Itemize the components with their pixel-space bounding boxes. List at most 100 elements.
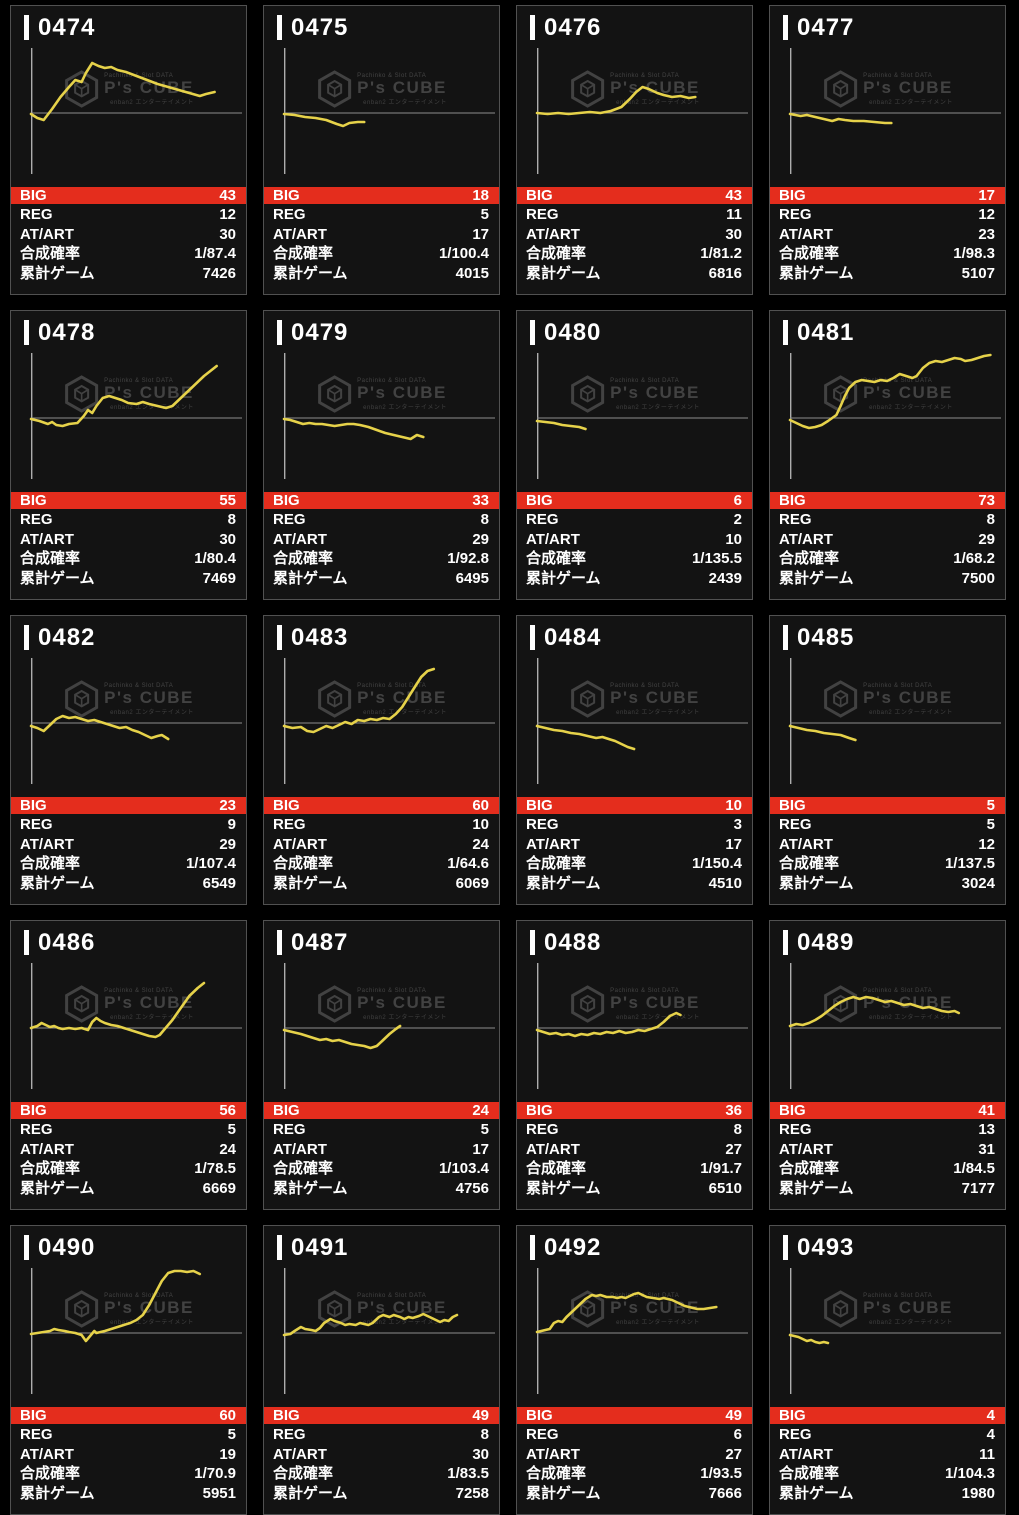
watermark: Pachinko & Slot DATA P's CUBE enban2 エンタ… xyxy=(569,985,700,1023)
ps-cube-logo-icon xyxy=(570,985,604,1023)
stat-row-big: BIG 17 xyxy=(770,187,1005,204)
machine-number: 0481 xyxy=(797,319,855,346)
games-value: 7258 xyxy=(455,1484,489,1502)
rate-label: 合成確率 xyxy=(273,550,334,568)
games-value: 6510 xyxy=(708,1179,742,1197)
games-label: 累計ゲーム xyxy=(779,874,854,892)
machine-panel[interactable]: 0490 Pachinko & Slot DATA P's CUBE enban… xyxy=(10,1225,247,1515)
big-label: BIG xyxy=(20,797,47,814)
games-value: 7666 xyxy=(708,1484,742,1502)
machine-panel[interactable]: 0493 Pachinko & Slot DATA P's CUBE enban… xyxy=(769,1225,1006,1515)
reg-label: REG xyxy=(20,206,53,224)
rate-label: 合成確率 xyxy=(273,1465,334,1483)
machine-panel[interactable]: 0488 Pachinko & Slot DATA P's CUBE enban… xyxy=(516,920,753,1210)
slump-graph xyxy=(282,658,495,784)
games-value: 7500 xyxy=(961,569,995,587)
reg-label: REG xyxy=(526,511,559,529)
panel-header: 0474 xyxy=(24,15,95,40)
ps-cube-logo-icon xyxy=(823,70,857,108)
machine-panel[interactable]: 0481 Pachinko & Slot DATA P's CUBE enban… xyxy=(769,310,1006,600)
reg-value: 9 xyxy=(227,816,236,834)
stat-row-games: 累計ゲーム 1980 xyxy=(770,1485,1005,1502)
stat-row-reg: REG 2 xyxy=(517,511,752,528)
machine-number: 0493 xyxy=(797,1234,855,1261)
watermark-bottom-text: enban2 エンターテイメント xyxy=(616,709,700,716)
stat-row-rate: 合成確率 1/92.8 xyxy=(264,550,499,567)
stat-row-big: BIG 49 xyxy=(517,1407,752,1424)
stats-table: BIG 23 REG 9 AT/ART 29 合成確率 1/107.4 累計ゲー… xyxy=(11,797,246,894)
atart-label: AT/ART xyxy=(526,1445,580,1463)
stat-row-reg: REG 9 xyxy=(11,816,246,833)
reg-label: REG xyxy=(273,511,306,529)
machine-number: 0489 xyxy=(797,929,855,956)
stat-row-reg: REG 13 xyxy=(770,1121,1005,1138)
games-label: 累計ゲーム xyxy=(20,1179,95,1197)
ps-cube-logo-icon xyxy=(570,375,604,413)
machine-panel[interactable]: 0485 Pachinko & Slot DATA P's CUBE enban… xyxy=(769,615,1006,905)
reg-label: REG xyxy=(20,511,53,529)
watermark-bottom-text: enban2 エンターテイメント xyxy=(363,1319,447,1326)
machine-panel[interactable]: 0492 Pachinko & Slot DATA P's CUBE enban… xyxy=(516,1225,753,1515)
ps-cube-logo-icon xyxy=(570,70,604,108)
watermark: Pachinko & Slot DATA P's CUBE enban2 エンタ… xyxy=(63,985,194,1023)
machine-panel[interactable]: 0487 Pachinko & Slot DATA P's CUBE enban… xyxy=(263,920,500,1210)
stats-table: BIG 60 REG 10 AT/ART 24 合成確率 1/64.6 累計ゲー… xyxy=(264,797,499,894)
atart-label: AT/ART xyxy=(779,530,833,548)
watermark-brand: P's CUBE xyxy=(863,1297,953,1317)
games-label: 累計ゲーム xyxy=(779,1179,854,1197)
games-value: 5107 xyxy=(961,264,995,282)
machine-panel[interactable]: 0489 Pachinko & Slot DATA P's CUBE enban… xyxy=(769,920,1006,1210)
watermark: Pachinko & Slot DATA P's CUBE enban2 エンタ… xyxy=(822,70,953,108)
payout-curve xyxy=(788,724,857,742)
atart-value: 17 xyxy=(725,835,742,853)
stats-table: BIG 33 REG 8 AT/ART 29 合成確率 1/92.8 累計ゲーム… xyxy=(264,492,499,589)
machine-panel[interactable]: 0474 Pachinko & Slot DATA P's CUBE enban… xyxy=(10,5,247,295)
machine-panel[interactable]: 0478 Pachinko & Slot DATA P's CUBE enban… xyxy=(10,310,247,600)
games-value: 4756 xyxy=(455,1179,489,1197)
machine-panel[interactable]: 0483 Pachinko & Slot DATA P's CUBE enban… xyxy=(263,615,500,905)
header-bar-icon xyxy=(530,625,535,650)
stat-row-big: BIG 60 xyxy=(11,1407,246,1424)
machine-panel[interactable]: 0476 Pachinko & Slot DATA P's CUBE enban… xyxy=(516,5,753,295)
machine-panel[interactable]: 0479 Pachinko & Slot DATA P's CUBE enban… xyxy=(263,310,500,600)
big-label: BIG xyxy=(526,1102,553,1119)
machine-panel[interactable]: 0475 Pachinko & Slot DATA P's CUBE enban… xyxy=(263,5,500,295)
slump-graph xyxy=(535,963,748,1089)
machine-panel[interactable]: 0486 Pachinko & Slot DATA P's CUBE enban… xyxy=(10,920,247,1210)
machine-panel[interactable]: 0484 Pachinko & Slot DATA P's CUBE enban… xyxy=(516,615,753,905)
stat-row-games: 累計ゲーム 6669 xyxy=(11,1180,246,1197)
machine-number: 0487 xyxy=(291,929,349,956)
stat-row-reg: REG 5 xyxy=(264,1121,499,1138)
reg-label: REG xyxy=(273,816,306,834)
machine-panel[interactable]: 0491 Pachinko & Slot DATA P's CUBE enban… xyxy=(263,1225,500,1515)
rate-value: 1/91.7 xyxy=(700,1160,742,1178)
payout-curve xyxy=(535,1011,682,1038)
stats-table: BIG 17 REG 12 AT/ART 23 合成確率 1/98.3 累計ゲー… xyxy=(770,187,1005,284)
stat-row-reg: REG 10 xyxy=(264,816,499,833)
payout-curve xyxy=(29,714,170,741)
big-value: 55 xyxy=(219,492,236,509)
stats-table: BIG 49 REG 6 AT/ART 27 合成確率 1/93.5 累計ゲーム… xyxy=(517,1407,752,1504)
machine-panel[interactable]: 0477 Pachinko & Slot DATA P's CUBE enban… xyxy=(769,5,1006,295)
payout-curve xyxy=(29,981,206,1039)
games-value: 6495 xyxy=(455,569,489,587)
machine-panel[interactable]: 0480 Pachinko & Slot DATA P's CUBE enban… xyxy=(516,310,753,600)
big-label: BIG xyxy=(273,797,300,814)
atart-value: 29 xyxy=(472,530,489,548)
reg-label: REG xyxy=(273,1121,306,1139)
slump-graph xyxy=(535,1268,748,1394)
watermark-top-text: Pachinko & Slot DATA xyxy=(357,377,427,384)
machine-number: 0474 xyxy=(38,14,96,41)
reg-value: 5 xyxy=(227,1121,236,1139)
payout-curve xyxy=(788,995,961,1028)
machine-panel[interactable]: 0482 Pachinko & Slot DATA P's CUBE enban… xyxy=(10,615,247,905)
games-label: 累計ゲーム xyxy=(779,569,854,587)
big-value: 5 xyxy=(986,797,995,814)
big-value: 43 xyxy=(725,187,742,204)
stat-row-reg: REG 12 xyxy=(11,206,246,223)
stat-row-games: 累計ゲーム 5951 xyxy=(11,1485,246,1502)
big-label: BIG xyxy=(20,1102,47,1119)
stat-row-games: 累計ゲーム 7500 xyxy=(770,570,1005,587)
big-value: 17 xyxy=(978,187,995,204)
stat-row-atart: AT/ART 24 xyxy=(11,1141,246,1158)
